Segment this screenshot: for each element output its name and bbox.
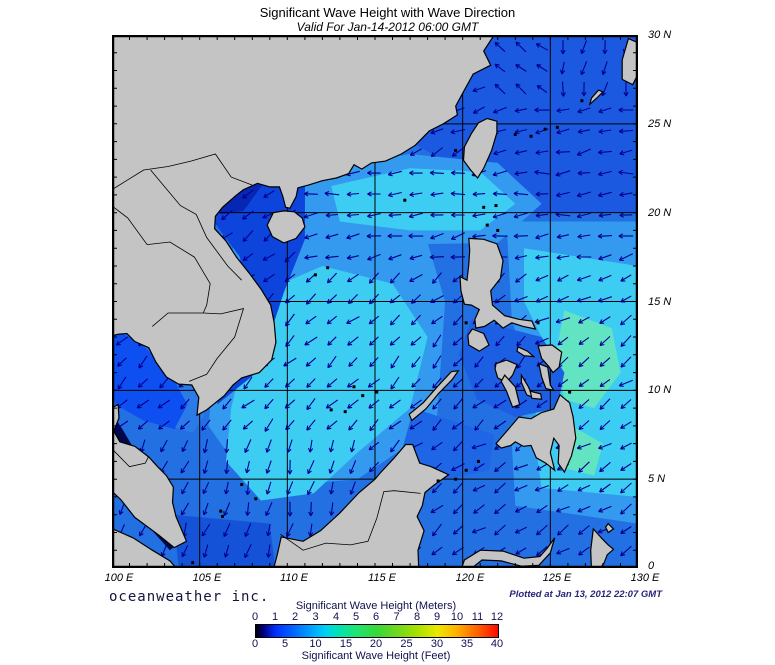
oceanweather-branding: oceanweather inc. xyxy=(109,589,270,605)
colorbar-feet-tick: 15 xyxy=(339,638,353,650)
lon-axis-label: 120 E xyxy=(455,572,485,584)
colorbar-meters-tick: 5 xyxy=(352,611,360,623)
colorbar-meters-label: Significant Wave Height (Meters) xyxy=(295,600,457,612)
plot-timestamp: Plotted at Jan 13, 2012 22:07 GMT xyxy=(509,589,662,600)
colorbar-feet-tick: 40 xyxy=(490,638,504,650)
lon-axis-label: 125 E xyxy=(542,572,572,584)
colorbar-feet-tick: 35 xyxy=(460,638,474,650)
page-title: Significant Wave Height with Wave Direct… xyxy=(259,5,516,20)
valid-time-subtitle: Valid For Jan-14-2012 06:00 GMT xyxy=(296,20,479,34)
colorbar-meters-tick: 9 xyxy=(433,611,441,623)
wave-height-map xyxy=(112,35,638,568)
lon-axis-label: 130 E xyxy=(630,572,660,584)
lon-axis-label: 115 E xyxy=(368,572,396,584)
colorbar-gradient-bar xyxy=(255,624,499,638)
lat-axis-label: 10 N xyxy=(648,384,672,396)
lon-axis-label: 105 E xyxy=(192,572,222,584)
colorbar-feet-tick: 5 xyxy=(281,638,289,650)
colorbar-feet-tick: 25 xyxy=(400,638,413,650)
colorbar-meters-tick: 0 xyxy=(251,611,259,623)
lat-axis-label: 15 N xyxy=(648,296,672,308)
colorbar-meters-tick: 12 xyxy=(490,611,504,623)
colorbar-feet-tick: 0 xyxy=(251,638,259,650)
colorbar-meters-tick: 11 xyxy=(471,611,484,623)
colorbar-meters-tick: 3 xyxy=(312,611,319,623)
colorbar-meters-tick: 10 xyxy=(450,611,464,623)
lat-axis-label: 30 N xyxy=(648,29,672,41)
colorbar-meters-tick: 8 xyxy=(413,611,421,623)
lon-axis-label: 100 E xyxy=(104,572,134,584)
colorbar-feet-tick: 20 xyxy=(369,638,383,650)
colorbar-meters-tick: 1 xyxy=(271,611,279,623)
colorbar-meters-tick: 4 xyxy=(332,611,340,623)
lon-axis-label: 110 E xyxy=(280,572,308,584)
colorbar-feet-tick: 30 xyxy=(430,638,444,650)
lat-axis-label: 25 N xyxy=(648,118,672,130)
lat-axis-label: 0 xyxy=(648,560,655,572)
colorbar-meters-tick: 6 xyxy=(372,611,380,623)
colorbar-meters-tick: 2 xyxy=(291,611,299,623)
colorbar-feet-tick: 10 xyxy=(309,638,322,650)
lat-axis-label: 5 N xyxy=(648,473,666,485)
colorbar-meters-tick: 7 xyxy=(393,611,400,623)
colorbar-feet-label: Significant Wave Height (Feet) xyxy=(301,650,451,662)
lat-axis-label: 20 N xyxy=(648,207,672,219)
